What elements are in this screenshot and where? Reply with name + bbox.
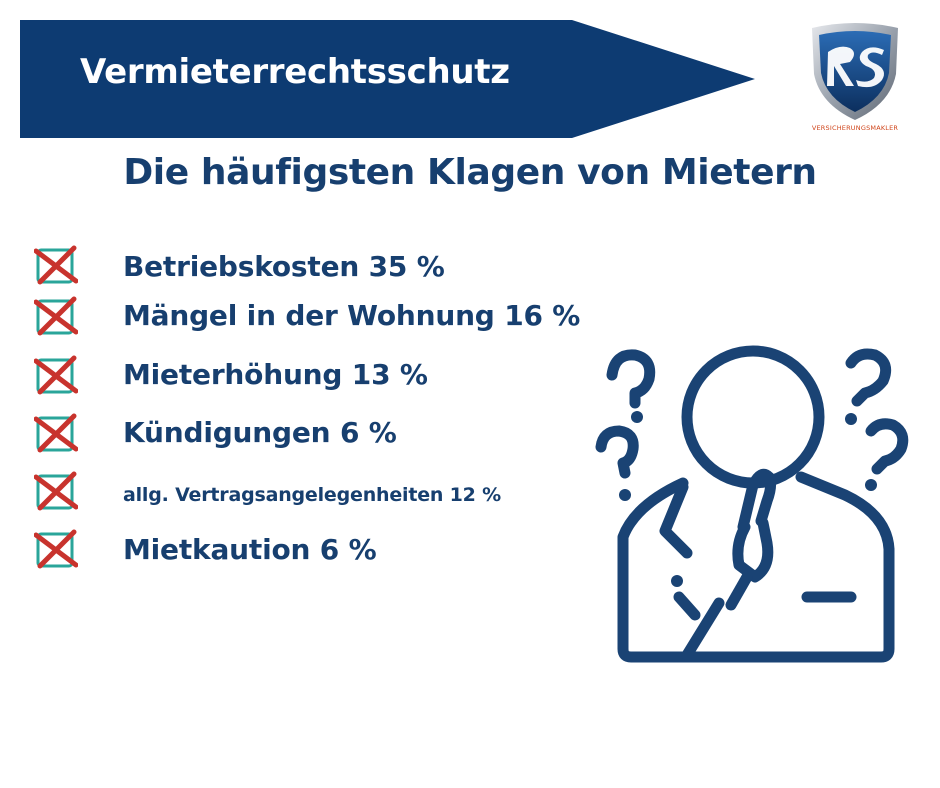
complaint-label: Kündigungen 6 % <box>123 416 397 449</box>
complaints-list: Betriebskosten 35 % Mängel in der Wohnun… <box>34 245 581 569</box>
crossed-checkbox-icon <box>34 355 78 395</box>
banner-arrow-shape <box>20 20 755 138</box>
complaint-label: allg. Vertragsangelegenheiten 12 % <box>123 484 501 506</box>
banner-title: Vermieterrechtsschutz <box>80 52 510 92</box>
company-logo: VERSICHERUNGSMAKLER <box>800 20 910 140</box>
crossed-checkbox-icon <box>34 245 78 285</box>
shield-logo-icon <box>812 23 898 120</box>
page-subtitle: Die häufigsten Klagen von Mietern <box>123 152 817 193</box>
header-banner: Vermieterrechtsschutz <box>20 20 755 138</box>
logo-caption: VERSICHERUNGSMAKLER <box>811 124 899 132</box>
crossed-checkbox-icon <box>34 296 78 336</box>
complaint-label: Betriebskosten 35 % <box>123 250 445 283</box>
complaint-label: Mieterhöhung 13 % <box>123 358 428 391</box>
crossed-checkbox-icon <box>34 413 78 453</box>
crossed-checkbox-icon <box>34 471 78 511</box>
thinking-person-icon <box>595 345 909 663</box>
complaint-label: Mietkaution 6 % <box>123 533 377 566</box>
complaint-label: Mängel in der Wohnung 16 % <box>123 299 581 332</box>
crossed-checkbox-icon <box>34 529 78 569</box>
